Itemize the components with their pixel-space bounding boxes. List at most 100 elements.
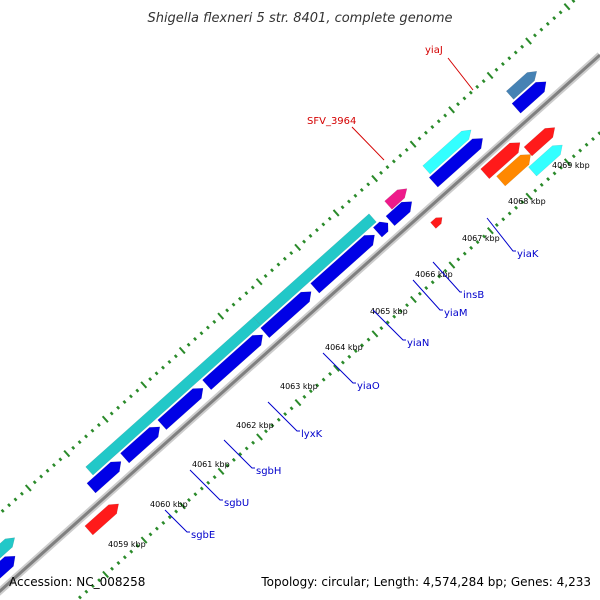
inner-tick — [45, 468, 50, 473]
gene-forward-3[interactable] — [157, 387, 204, 431]
outer-tick — [430, 280, 435, 285]
gene-forward-4[interactable] — [202, 334, 264, 391]
callout-sgbU — [189, 469, 223, 501]
rna-feature-2[interactable] — [480, 142, 521, 180]
inner-tick — [0, 508, 5, 513]
inner-tick — [77, 440, 82, 445]
outer-tick — [398, 308, 403, 313]
outer-tick — [283, 412, 288, 417]
inner-tick — [39, 474, 44, 479]
inner-tick — [507, 56, 512, 61]
inner-tick — [289, 251, 294, 256]
inner-tick — [552, 16, 557, 21]
outer-tick — [276, 417, 281, 422]
gene-cds-3[interactable] — [422, 129, 472, 175]
gene-forward-5[interactable] — [260, 291, 312, 339]
callout-yiaO — [322, 352, 356, 384]
rna-feature-0[interactable] — [84, 503, 119, 536]
gene-label-yiaM[interactable]: yiaM — [444, 308, 467, 319]
inner-tick — [417, 136, 422, 141]
inner-tick — [109, 411, 114, 416]
outer-tick — [321, 377, 326, 382]
misc-feature[interactable] — [496, 154, 531, 187]
inner-tick — [52, 463, 56, 468]
outer-tick — [424, 286, 429, 290]
gene-label-sgbU[interactable]: sgbU — [224, 498, 249, 509]
outer-tick — [533, 188, 538, 193]
outer-tick — [328, 371, 333, 376]
gene-cds-top[interactable] — [528, 144, 563, 177]
outer-tick — [558, 165, 563, 170]
inner-tick — [84, 434, 88, 439]
callout-sgbH — [223, 439, 255, 469]
outer-tick — [154, 526, 159, 531]
callout-SFV_3964 — [351, 126, 385, 161]
outer-tick — [187, 498, 191, 502]
inner-tick — [321, 222, 326, 227]
gene-cds-2[interactable] — [253, 213, 377, 326]
inner-tick — [332, 209, 340, 217]
inner-tick — [494, 67, 499, 72]
outer-tick — [333, 364, 340, 372]
rna-feature-3[interactable] — [523, 127, 556, 157]
inner-tick — [173, 354, 178, 359]
gene-forward-0[interactable] — [0, 555, 16, 593]
inner-tick — [63, 449, 71, 458]
inner-tick — [448, 106, 455, 114]
inner-tick — [255, 278, 263, 286]
gene-label-yiaO[interactable]: yiaO — [357, 381, 380, 392]
inner-tick — [327, 216, 332, 221]
gene-label-yiaJ[interactable]: yiaJ — [425, 45, 443, 56]
outer-tick — [199, 486, 204, 491]
outer-tick — [212, 475, 217, 480]
inner-tick — [347, 199, 351, 204]
inner-tick — [71, 445, 76, 450]
gene-label-yiaN[interactable]: yiaN — [407, 338, 429, 349]
inner-tick — [379, 170, 384, 175]
gene-forward-7[interactable] — [372, 221, 389, 238]
gene-forward-9[interactable] — [428, 138, 483, 188]
gene-forward-8[interactable] — [385, 201, 413, 227]
inner-tick — [24, 484, 32, 492]
outer-tick — [437, 274, 442, 279]
gene-forward-1[interactable] — [86, 461, 122, 494]
outer-tick — [482, 234, 486, 239]
gene-label-insB[interactable]: insB — [463, 290, 484, 301]
insB-feature[interactable] — [384, 188, 408, 210]
inner-tick — [475, 84, 480, 89]
inner-tick — [154, 371, 159, 376]
rna-feature-1[interactable] — [430, 217, 443, 229]
inner-tick — [19, 491, 24, 496]
outer-tick — [340, 360, 345, 365]
inner-tick — [302, 239, 307, 244]
outer-tick — [225, 463, 230, 468]
inner-tick — [167, 359, 172, 364]
gene-callouts: yiaJ SFV_3964 sgbE sgbU sgbH lyxK yiaO y… — [164, 45, 539, 541]
outer-tick — [135, 543, 140, 548]
gene-forward-10[interactable] — [511, 81, 547, 114]
gene-forward-2[interactable] — [120, 426, 161, 464]
inner-tick — [513, 50, 518, 55]
outer-tick — [90, 583, 95, 588]
steel-feature[interactable] — [505, 70, 538, 100]
gene-forward-6[interactable] — [310, 234, 375, 294]
inner-tick — [486, 71, 494, 80]
gene-label-lyxK[interactable]: lyxK — [301, 429, 323, 440]
inner-tick — [263, 273, 268, 278]
gene-cds-0[interactable] — [0, 537, 16, 569]
gene-cds-1[interactable] — [85, 316, 262, 476]
callout-yiaK — [486, 217, 516, 252]
gene-label-SFV_3964[interactable]: SFV_3964 — [307, 116, 356, 127]
outer-tick — [193, 492, 198, 497]
inner-tick — [178, 346, 186, 355]
outer-tick — [174, 509, 179, 514]
inner-tick — [212, 319, 217, 324]
outer-tick — [231, 457, 236, 462]
outer-tick — [462, 251, 467, 256]
gene-label-sgbE[interactable]: sgbE — [191, 530, 215, 541]
outer-tick — [77, 595, 82, 600]
gene-label-yiaK[interactable]: yiaK — [517, 249, 539, 260]
gene-label-sgbH[interactable]: sgbH — [256, 466, 281, 477]
outer-tick — [486, 227, 494, 235]
inner-tick — [13, 497, 18, 502]
